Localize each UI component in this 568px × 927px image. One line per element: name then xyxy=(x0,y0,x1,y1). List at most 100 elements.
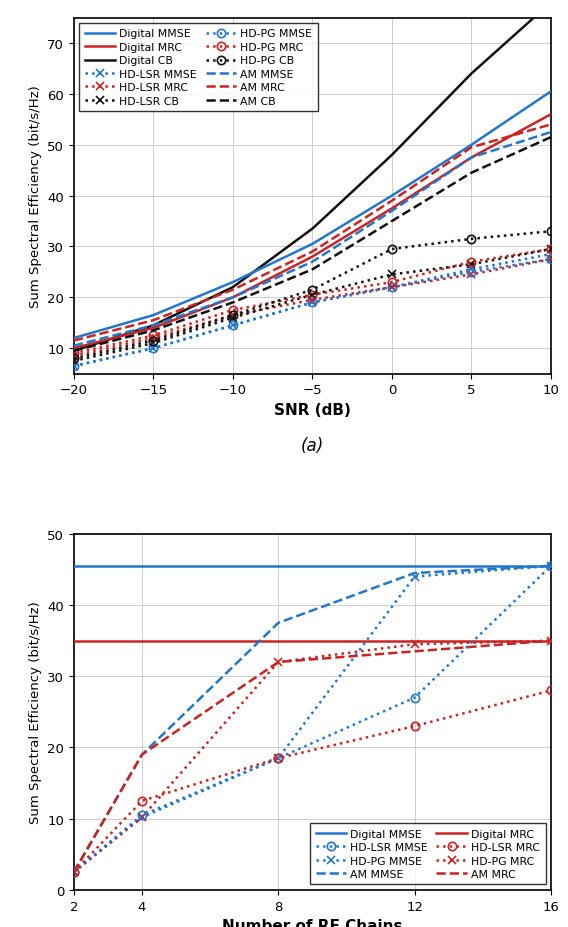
HD-PG MRC xyxy=(70,349,77,360)
AM CB xyxy=(548,133,554,144)
HD-LSR MRC xyxy=(548,685,554,696)
HD-PG MRC xyxy=(411,639,418,650)
Digital MRC xyxy=(36,635,43,646)
Line: HD-LSR CB: HD-LSR CB xyxy=(70,246,555,365)
HD-PG MRC xyxy=(229,305,236,316)
Line: AM MRC: AM MRC xyxy=(74,125,551,341)
Line: Digital MRC: Digital MRC xyxy=(74,115,551,349)
Digital MRC xyxy=(309,252,316,263)
HD-PG MMSE xyxy=(548,561,554,572)
HD-LSR MRC xyxy=(309,295,316,306)
Line: AM MMSE: AM MMSE xyxy=(74,133,551,347)
Digital MRC xyxy=(70,343,77,354)
Digital MRC xyxy=(229,292,236,303)
AM MRC xyxy=(411,646,418,657)
Line: HD-LSR MMSE: HD-LSR MMSE xyxy=(70,250,555,371)
HD-PG CB xyxy=(468,234,475,245)
HD-PG MRC xyxy=(548,635,554,646)
AM MMSE xyxy=(70,867,77,878)
HD-PG MMSE xyxy=(548,254,554,265)
Line: HD-PG CB: HD-PG CB xyxy=(70,228,555,363)
Digital MRC xyxy=(548,109,554,121)
HD-LSR MRC xyxy=(411,721,418,732)
Digital CB xyxy=(309,223,316,235)
AM MRC xyxy=(139,749,145,760)
AM MRC xyxy=(275,656,282,667)
Digital MMSE xyxy=(468,140,475,151)
AM MRC xyxy=(70,336,77,347)
HD-LSR MMSE xyxy=(411,692,418,704)
Digital MRC xyxy=(389,204,395,215)
HD-PG MMSE xyxy=(139,812,145,823)
HD-PG MRC xyxy=(275,656,282,667)
HD-PG CB xyxy=(309,285,316,296)
HD-PG MRC xyxy=(468,257,475,268)
AM MRC xyxy=(229,285,236,296)
AM MRC xyxy=(309,247,316,258)
HD-PG MMSE xyxy=(309,298,316,309)
Line: HD-LSR MMSE: HD-LSR MMSE xyxy=(70,562,555,876)
Digital MMSE xyxy=(548,86,554,97)
HD-PG MMSE xyxy=(70,867,77,878)
Line: Digital CB: Digital CB xyxy=(74,4,551,351)
HD-PG MRC xyxy=(548,244,554,255)
HD-LSR MRC xyxy=(70,350,77,362)
AM MMSE xyxy=(70,341,77,352)
HD-LSR MMSE xyxy=(70,361,77,372)
Line: Digital MMSE: Digital MMSE xyxy=(74,92,551,338)
HD-PG MMSE xyxy=(275,753,282,764)
Line: HD-PG MMSE: HD-PG MMSE xyxy=(70,256,555,371)
AM MMSE xyxy=(275,617,282,629)
AM CB xyxy=(150,325,157,337)
AM MMSE xyxy=(548,561,554,572)
HD-LSR CB xyxy=(548,244,554,255)
HD-PG MMSE xyxy=(70,361,77,372)
X-axis label: SNR (dB): SNR (dB) xyxy=(274,402,351,417)
HD-LSR MRC xyxy=(229,311,236,322)
Digital CB xyxy=(468,69,475,80)
HD-LSR MMSE xyxy=(309,298,316,309)
X-axis label: Number of RF Chains: Number of RF Chains xyxy=(222,918,403,927)
HD-PG MMSE xyxy=(411,571,418,582)
Line: HD-PG MMSE: HD-PG MMSE xyxy=(70,562,555,876)
HD-LSR CB xyxy=(389,270,395,281)
HD-LSR MRC xyxy=(468,270,475,281)
HD-PG MMSE xyxy=(389,282,395,293)
HD-PG CB xyxy=(150,336,157,347)
Digital CB xyxy=(70,346,77,357)
Digital MMSE xyxy=(229,277,236,288)
AM MRC xyxy=(548,120,554,131)
Y-axis label: Sum Spectral Efficiency (bit/s/Hz): Sum Spectral Efficiency (bit/s/Hz) xyxy=(29,85,41,308)
HD-LSR MRC xyxy=(70,867,77,878)
AM MRC xyxy=(468,143,475,154)
AM MRC xyxy=(150,315,157,326)
AM MMSE xyxy=(468,153,475,164)
Line: HD-LSR MRC: HD-LSR MRC xyxy=(70,256,555,361)
Digital MMSE xyxy=(36,561,43,572)
HD-LSR MMSE xyxy=(150,343,157,354)
AM MMSE xyxy=(309,257,316,268)
HD-PG MRC xyxy=(150,331,157,342)
AM MRC xyxy=(548,635,554,646)
Digital CB xyxy=(150,321,157,332)
HD-LSR MMSE xyxy=(275,753,282,764)
Digital MRC xyxy=(150,323,157,334)
Digital CB xyxy=(229,282,236,293)
HD-LSR MRC xyxy=(389,282,395,293)
AM MRC xyxy=(70,867,77,878)
AM CB xyxy=(229,298,236,309)
HD-PG MRC xyxy=(139,812,145,823)
HD-PG MRC xyxy=(309,290,316,301)
Line: AM MRC: AM MRC xyxy=(74,641,551,872)
HD-LSR MMSE xyxy=(139,809,145,820)
Digital MRC xyxy=(468,153,475,164)
HD-LSR MRC xyxy=(150,333,157,344)
HD-LSR MRC xyxy=(275,753,282,764)
HD-LSR MMSE xyxy=(229,321,236,332)
HD-LSR MMSE xyxy=(548,249,554,260)
AM MMSE xyxy=(229,292,236,303)
HD-PG CB xyxy=(229,311,236,322)
HD-PG CB xyxy=(548,226,554,237)
HD-PG CB xyxy=(389,244,395,255)
HD-LSR MMSE xyxy=(389,282,395,293)
